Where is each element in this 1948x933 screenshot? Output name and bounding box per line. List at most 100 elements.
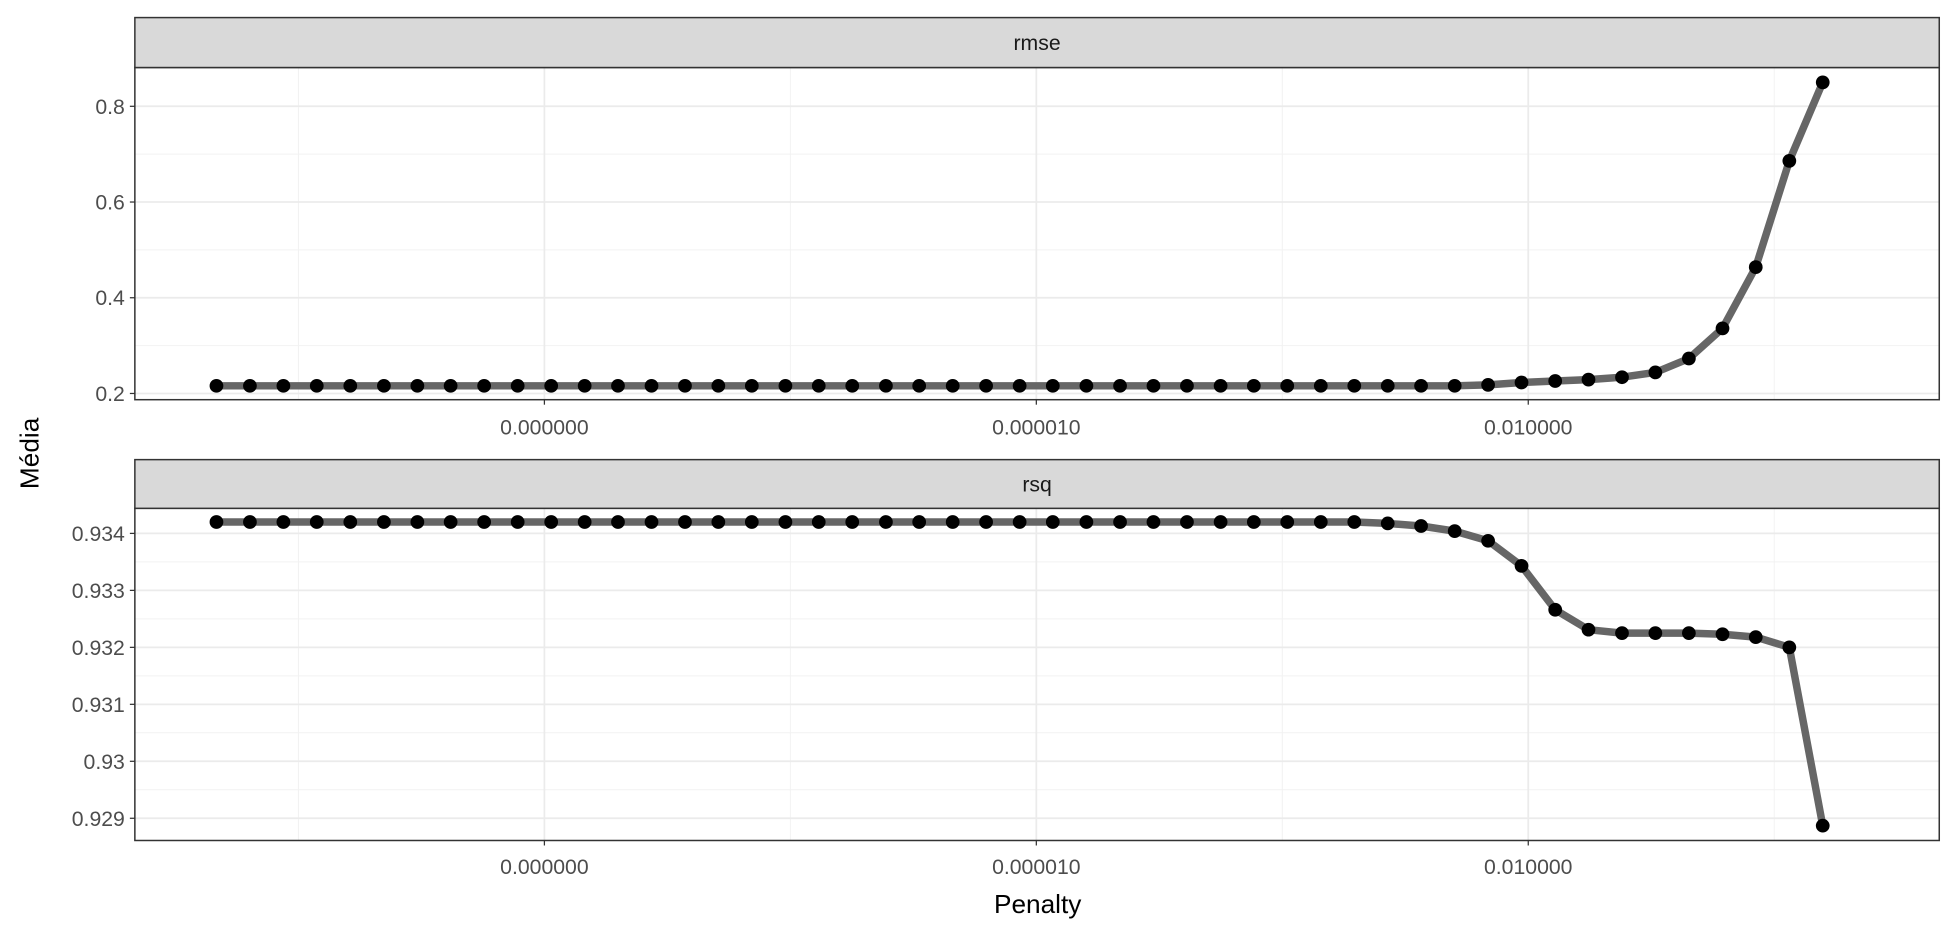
point — [678, 378, 692, 393]
x-tick-label: 0.000010 — [992, 856, 1081, 879]
point — [879, 378, 893, 393]
point — [644, 378, 659, 393]
point — [1414, 378, 1428, 393]
point — [1180, 378, 1194, 393]
point — [410, 515, 425, 529]
point — [1481, 533, 1495, 548]
point — [1079, 515, 1094, 529]
point — [309, 515, 324, 529]
point — [343, 515, 358, 529]
point — [1347, 378, 1362, 393]
y-tick-label: 0.6 — [95, 192, 125, 215]
point — [1146, 378, 1161, 393]
point — [1548, 602, 1563, 617]
point — [243, 378, 257, 393]
strip-label: rsq — [1022, 473, 1051, 496]
strip — [134, 458, 1941, 510]
point — [577, 515, 592, 529]
strip-label: rmse — [1013, 32, 1060, 55]
point — [1012, 515, 1027, 529]
point — [1782, 640, 1797, 655]
x-tick-label: 0.010000 — [1484, 417, 1573, 440]
point — [443, 378, 458, 393]
point — [1180, 515, 1194, 529]
point — [377, 378, 391, 393]
point — [1548, 374, 1563, 388]
point — [1682, 626, 1696, 640]
y-tick-label: 0.4 — [95, 287, 125, 310]
point — [477, 515, 492, 529]
point — [1615, 370, 1629, 385]
x-tick-label: 0.010000 — [1484, 856, 1573, 879]
point — [744, 378, 759, 393]
point — [1648, 626, 1663, 640]
point — [1514, 559, 1529, 573]
point — [1012, 378, 1027, 393]
point — [1246, 515, 1261, 529]
point — [1414, 519, 1428, 533]
point — [945, 378, 960, 393]
point — [912, 515, 927, 529]
point — [979, 515, 993, 529]
point — [1514, 375, 1529, 390]
point — [1113, 378, 1127, 393]
point — [879, 515, 893, 529]
point — [1380, 378, 1395, 393]
point — [1213, 515, 1228, 529]
y-tick-label: 0.8 — [95, 96, 125, 119]
point — [1447, 524, 1462, 538]
x-tick-label: 0.000000 — [500, 856, 589, 879]
point — [443, 515, 458, 529]
strip — [134, 16, 1941, 69]
point — [1581, 622, 1596, 637]
x-tick-label: 0.000010 — [992, 417, 1081, 440]
point — [1481, 377, 1495, 392]
y-tick-label: 0.933 — [72, 580, 125, 603]
point — [678, 515, 692, 529]
point — [1146, 515, 1161, 529]
x-tick-label: 0.000000 — [500, 417, 589, 440]
point — [1447, 378, 1462, 393]
point — [377, 515, 391, 529]
point — [1280, 378, 1295, 393]
point — [912, 378, 927, 393]
point — [1782, 153, 1797, 168]
point — [1246, 378, 1261, 393]
y-tick-label: 0.929 — [72, 808, 125, 831]
y-tick-label: 0.934 — [72, 523, 125, 546]
point — [410, 378, 425, 393]
point — [1815, 818, 1830, 833]
point — [577, 378, 592, 393]
point — [477, 378, 492, 393]
point — [243, 515, 257, 529]
point — [1581, 372, 1596, 387]
point — [1815, 75, 1830, 90]
point — [1648, 365, 1663, 380]
point — [1045, 515, 1060, 529]
point — [979, 378, 993, 393]
point — [510, 515, 525, 529]
point — [711, 515, 726, 529]
point — [276, 378, 291, 393]
panel: 0.000000 0.000010 0.010000 0.2 0.4 0.6 0.8 rmse — [95, 16, 1941, 440]
point — [510, 378, 525, 393]
point — [644, 515, 659, 529]
point — [711, 378, 726, 393]
point — [1280, 515, 1295, 529]
point — [744, 515, 759, 529]
point — [611, 378, 625, 393]
point — [1079, 378, 1094, 393]
point — [1748, 630, 1763, 644]
point — [1715, 627, 1730, 642]
point — [945, 515, 960, 529]
point — [1113, 515, 1127, 529]
point — [811, 378, 826, 393]
point — [1715, 321, 1730, 336]
point — [544, 378, 559, 393]
point — [1313, 515, 1328, 529]
point — [1213, 378, 1228, 393]
point — [309, 378, 324, 393]
point — [1380, 516, 1395, 531]
point — [343, 378, 358, 393]
